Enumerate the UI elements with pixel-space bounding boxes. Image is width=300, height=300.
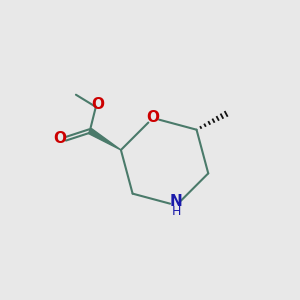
Text: N: N: [170, 194, 183, 209]
Text: O: O: [54, 131, 67, 146]
Polygon shape: [88, 128, 121, 150]
Text: H: H: [172, 205, 181, 218]
Text: O: O: [91, 97, 104, 112]
Text: O: O: [146, 110, 159, 125]
